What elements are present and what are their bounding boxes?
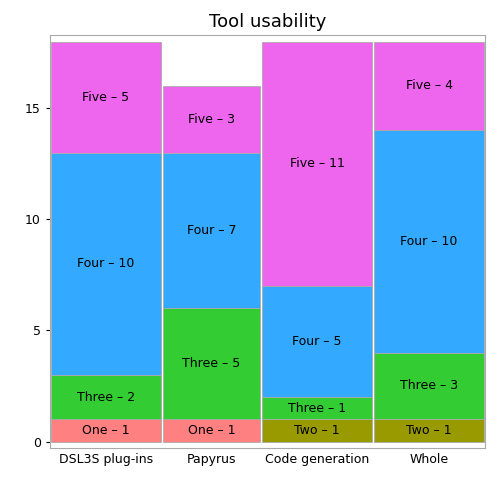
Text: Four – 10: Four – 10 [400, 235, 458, 248]
Text: One – 1: One – 1 [188, 424, 236, 437]
Bar [262, 41, 372, 286]
Text: Four – 7: Four – 7 [187, 224, 236, 237]
Bar [374, 41, 484, 130]
Bar [51, 375, 161, 419]
Bar [262, 419, 372, 442]
Text: Two – 1: Two – 1 [406, 424, 452, 437]
Text: Five – 3: Five – 3 [188, 113, 235, 126]
Bar [163, 308, 260, 419]
Text: Five – 5: Five – 5 [82, 91, 130, 104]
Text: Five – 11: Five – 11 [290, 157, 344, 170]
Bar [51, 41, 161, 153]
Text: Five – 4: Five – 4 [406, 80, 452, 93]
Bar [51, 419, 161, 442]
Text: One – 1: One – 1 [82, 424, 130, 437]
Title: Tool usability: Tool usability [209, 12, 326, 30]
Bar [374, 353, 484, 419]
Bar [262, 397, 372, 419]
Text: Three – 3: Three – 3 [400, 379, 458, 392]
Bar [374, 419, 484, 442]
Text: Four – 5: Four – 5 [292, 335, 342, 348]
Text: Three – 2: Three – 2 [77, 390, 135, 403]
Text: Three – 5: Three – 5 [182, 357, 240, 370]
Bar [163, 153, 260, 308]
Bar [163, 86, 260, 153]
Bar [163, 419, 260, 442]
Text: Two – 1: Two – 1 [294, 424, 340, 437]
Text: Three – 1: Three – 1 [288, 402, 346, 415]
Text: Four – 10: Four – 10 [77, 257, 134, 270]
Bar [262, 286, 372, 397]
Bar [51, 153, 161, 375]
Bar [374, 130, 484, 353]
